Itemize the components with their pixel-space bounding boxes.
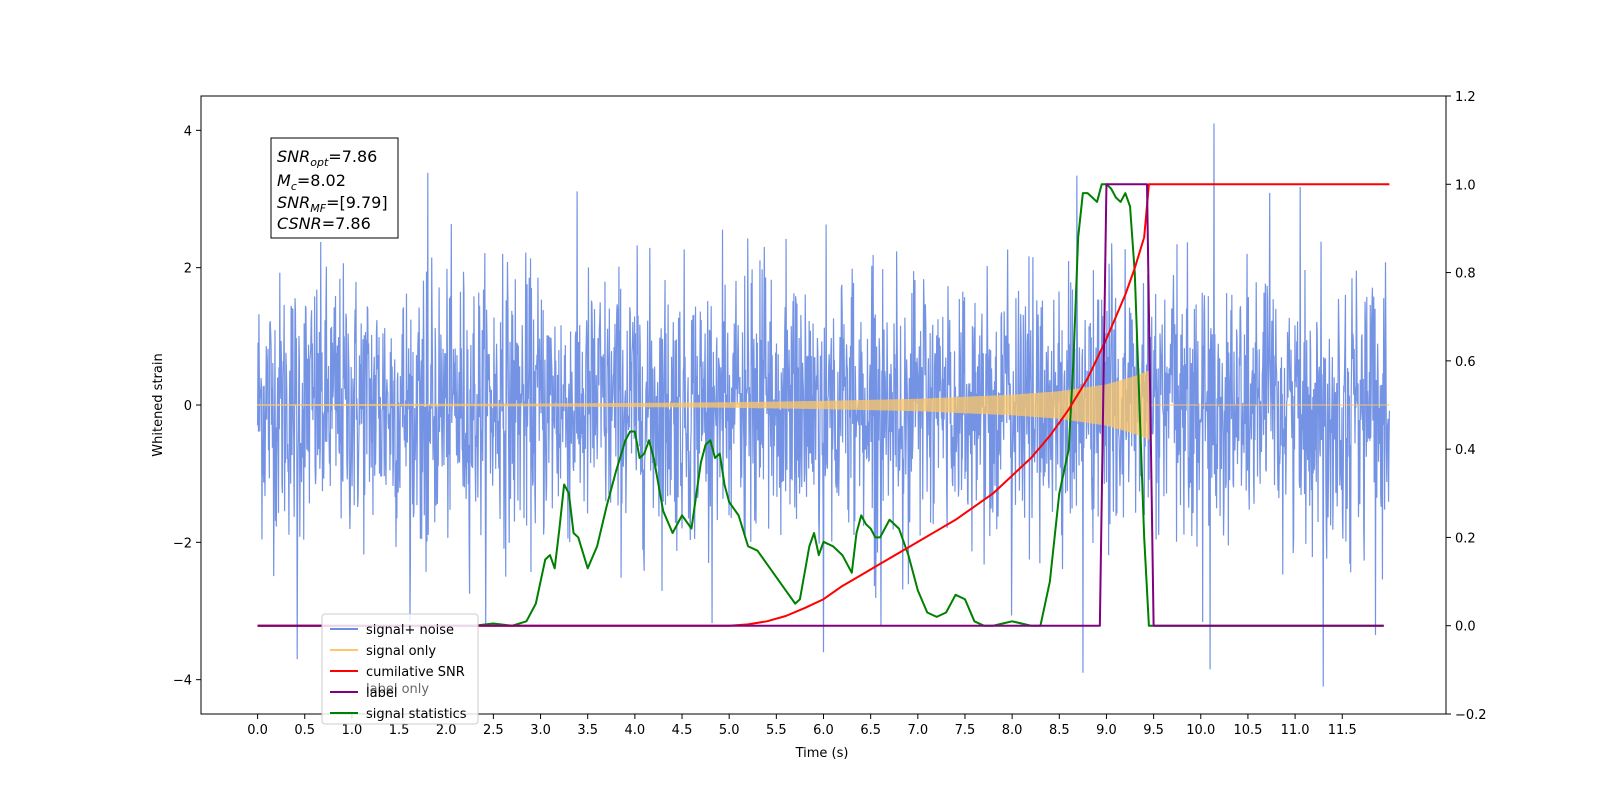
y-right-tick-label: 0.4 [1455, 443, 1476, 458]
legend: label only signal+ noise signal only cumil… [321, 613, 479, 725]
signal-only-line [257, 370, 1390, 440]
x-tick-label: 0.5 [294, 723, 315, 738]
x-tick-label: 0.0 [247, 723, 268, 738]
legend-frame [321, 613, 479, 725]
signal-plus-noise-series [256, 123, 1391, 687]
y-right-tick-label: 0.8 [1455, 267, 1476, 282]
x-tick-label: 3.5 [577, 723, 598, 738]
y-right-tick-label: 1.2 [1455, 90, 1476, 105]
x-tick-label: 5.5 [766, 723, 787, 738]
x-tick-label: 8.0 [1002, 723, 1023, 738]
x-tick-label: 2.5 [483, 723, 504, 738]
cumulative-snr-line [257, 183, 1390, 627]
x-tick-label: 9.5 [1143, 723, 1164, 738]
x-axis-label: Time (s) [795, 746, 849, 761]
x-tick-label: 6.0 [813, 723, 834, 738]
x-tick-label: 4.0 [625, 723, 646, 738]
x-tick-label: 10.5 [1233, 723, 1262, 738]
x-tick-label: 2.0 [436, 723, 457, 738]
chirp-mass-text: Mc=8.02 [277, 171, 346, 193]
y-left-tick-label: 2 [184, 262, 192, 277]
x-axis: 0.0 0.5 1.0 1.5 2.0 2.5 3.0 3.5 4.0 4.5 5.0 5.5 6.0 6… [247, 714, 1357, 738]
legend-label: signal only [366, 644, 436, 659]
y-axis-left: 4 2 0 −2 −4 [173, 124, 201, 689]
right-axis-series [257, 183, 1390, 627]
snr-mf-text: SNRMF=[9.79] [277, 193, 388, 215]
x-tick-label: 8.5 [1049, 723, 1070, 738]
x-tick-label: 10.0 [1186, 723, 1215, 738]
legend-label: label [366, 686, 397, 701]
csnr-text: CSNR=7.86 [277, 214, 371, 233]
label-line [257, 183, 1384, 627]
legend-label: cumilative SNR [366, 665, 465, 680]
legend-hidden-text: label only [366, 682, 429, 697]
x-tick-label: 1.5 [389, 723, 410, 738]
y-left-tick-label: 0 [184, 399, 192, 414]
x-tick-label: 9.0 [1096, 723, 1117, 738]
legend-label: signal statistics [366, 707, 467, 722]
y-right-tick-label: −0.2 [1455, 708, 1487, 723]
x-tick-label: 4.5 [672, 723, 693, 738]
y-right-tick-label: 0.6 [1455, 355, 1476, 370]
y-right-tick-label: 0.2 [1455, 531, 1476, 546]
x-tick-label: 7.5 [955, 723, 976, 738]
x-tick-label: 3.0 [530, 723, 551, 738]
y-right-tick-label: 0.0 [1455, 620, 1476, 635]
snr-opt-text: SNRopt=7.86 [277, 147, 377, 169]
signal-only-series [257, 370, 1390, 440]
stats-box-frame [270, 137, 399, 239]
y-left-tick-label: −4 [173, 674, 192, 689]
y-axis-label: Whitened strain [151, 353, 166, 456]
x-tick-label: 11.5 [1328, 723, 1357, 738]
x-tick-label: 6.5 [860, 723, 881, 738]
x-tick-label: 11.0 [1281, 723, 1310, 738]
x-tick-label: 5.0 [719, 723, 740, 738]
y-axis-right: 1.2 1.0 0.8 0.6 0.4 0.2 0.0 −0.2 [1446, 90, 1487, 723]
y-left-tick-label: 4 [184, 124, 192, 139]
signal-plus-noise-line [256, 123, 1391, 687]
signal-statistics-line [257, 183, 1384, 627]
x-tick-label: 1.0 [342, 723, 363, 738]
y-left-tick-label: −2 [173, 536, 192, 551]
x-tick-label: 7.0 [907, 723, 928, 738]
stats-annotation-box: SNRopt=7.86 Mc=8.02 SNRMF=[9.79] CSNR=7.… [270, 137, 399, 239]
y-right-tick-label: 1.0 [1455, 178, 1476, 193]
legend-label: signal+ noise [366, 623, 454, 638]
